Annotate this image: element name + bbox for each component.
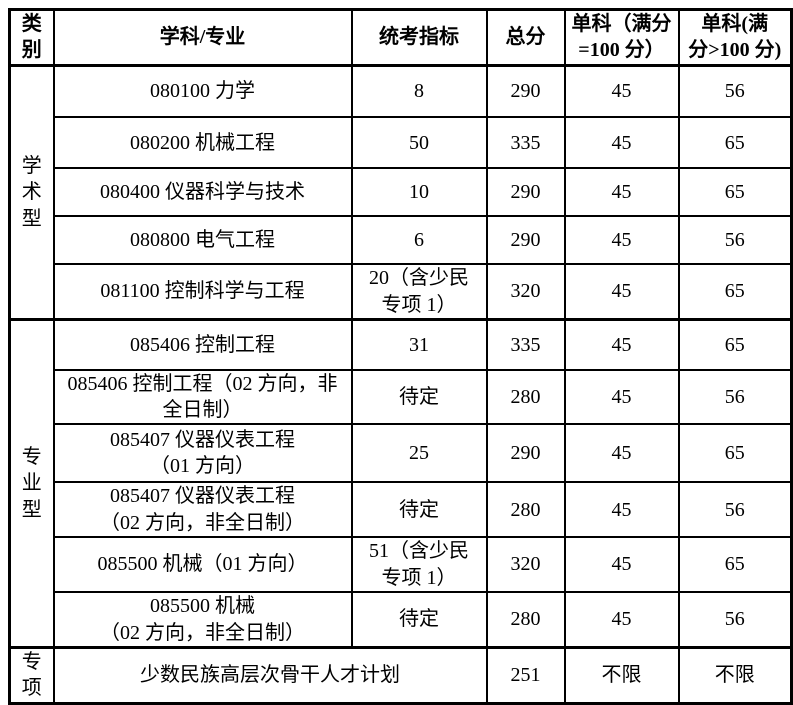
quota-cell: 51（含少民 专项 1） [350,536,488,594]
subject-cell: 080400 仪器科学与技术 [52,167,353,218]
quota-cell: 8 [350,63,488,119]
singleover-cell: 56 [677,368,793,426]
table-row: 080800 电气工程 6 290 45 56 [10,215,793,266]
singleover-cell: 65 [677,536,793,594]
table-row: 085500 机械 （02 方向，非全日制） 待定 280 45 56 [10,591,793,649]
table-row: 080200 机械工程 50 335 45 65 [10,116,793,170]
header-single-full100: 单科（满分 =100 分） [563,8,680,67]
single100-cell: 45 [563,215,680,266]
singleover-cell: 65 [677,318,793,371]
subject-cell: 085500 机械 （02 方向，非全日制） [52,591,353,649]
special-row: 专 项 少数民族高层次骨干人才计划 251 不限 不限 [8,645,793,705]
table-row: 085407 仪器仪表工程 （02 方向，非全日制） 待定 280 45 56 [10,481,793,539]
single100-cell: 45 [563,318,680,371]
total-cell: 320 [485,263,566,321]
table-row: 085406 控制工程（02 方向，非 全日制） 待定 280 45 56 [10,368,793,426]
singleover-cell: 65 [677,263,793,321]
table-row: 085407 仪器仪表工程 （01 方向） 25 290 45 65 [10,423,793,484]
quota-cell: 31 [350,318,488,371]
subject-cell: 080200 机械工程 [52,116,353,170]
category-academic: 学 术 型 [8,63,55,321]
singleover-cell: 56 [677,591,793,649]
subject-cell: 085407 仪器仪表工程 （02 方向，非全日制） [52,481,353,539]
quota-cell: 50 [350,116,488,170]
quota-cell: 待定 [350,481,488,539]
singleover-cell: 56 [677,215,793,266]
single100-cell: 45 [563,423,680,484]
special-subject-cell: 少数民族高层次骨干人才计划 [52,645,488,705]
subject-cell: 080800 电气工程 [52,215,353,266]
subject-cell: 080100 力学 [52,63,353,119]
total-cell: 280 [485,481,566,539]
header-subject: 学科/专业 [52,8,353,67]
quota-cell: 20（含少民 专项 1） [350,263,488,321]
single100-cell: 45 [563,63,680,119]
quota-cell: 25 [350,423,488,484]
subject-cell: 085407 仪器仪表工程 （01 方向） [52,423,353,484]
header-total: 总分 [485,8,566,67]
single100-cell: 45 [563,116,680,170]
single100-cell: 45 [563,481,680,539]
table-row: 081100 控制科学与工程 20（含少民 专项 1） 320 45 65 [10,263,793,321]
quota-cell: 待定 [350,591,488,649]
header-single-over100: 单科(满 分>100 分) [677,8,793,67]
singleover-cell: 56 [677,481,793,539]
total-cell: 280 [485,368,566,426]
total-cell: 280 [485,591,566,649]
table-row: 专 业 型 085406 控制工程 31 335 45 65 [8,318,793,649]
header-category: 类 别 [8,8,55,67]
singleover-cell: 65 [677,167,793,218]
total-cell: 290 [485,167,566,218]
total-cell: 251 [485,645,566,705]
total-cell: 320 [485,536,566,594]
subject-cell: 081100 控制科学与工程 [52,263,353,321]
header-row: 类 别 学科/专业 统考指标 总分 单科（满分 =100 分） 单科(满 分>1… [8,8,793,67]
single100-cell: 45 [563,536,680,594]
single100-cell: 45 [563,591,680,649]
table-row: 085500 机械（01 方向） 51（含少民 专项 1） 320 45 65 [10,536,793,594]
admission-score-table: 类 别 学科/专业 统考指标 总分 单科（满分 =100 分） 单科(满 分>1… [8,8,793,705]
single100-cell: 45 [563,368,680,426]
singleover-cell: 56 [677,63,793,119]
subject-cell: 085406 控制工程 [52,318,353,371]
total-cell: 290 [485,215,566,266]
total-cell: 290 [485,423,566,484]
single100-cell: 45 [563,263,680,321]
table-row: 080400 仪器科学与技术 10 290 45 65 [10,167,793,218]
singleover-cell: 65 [677,423,793,484]
singleover-cell: 不限 [677,645,793,705]
total-cell: 335 [485,318,566,371]
header-quota: 统考指标 [350,8,488,67]
category-special: 专 项 [8,645,55,705]
quota-cell: 待定 [350,368,488,426]
quota-cell: 6 [350,215,488,266]
subject-cell: 085406 控制工程（02 方向，非 全日制） [52,368,353,426]
single100-cell: 不限 [563,645,680,705]
category-professional: 专 业 型 [8,318,55,649]
singleover-cell: 65 [677,116,793,170]
quota-cell: 10 [350,167,488,218]
subject-cell: 085500 机械（01 方向） [52,536,353,594]
table-row: 学 术 型 080100 力学 8 290 45 56 [8,63,793,321]
total-cell: 290 [485,63,566,119]
total-cell: 335 [485,116,566,170]
single100-cell: 45 [563,167,680,218]
